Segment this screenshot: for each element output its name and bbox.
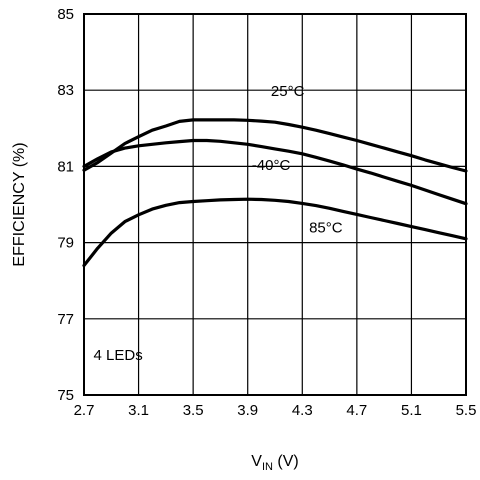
grid-lines	[83, 13, 467, 396]
y-tick-label: 85	[57, 6, 74, 23]
x-axis-title-main: V	[251, 453, 262, 470]
x-tick-label: 5.1	[401, 402, 422, 419]
series-label-0: 25°C	[271, 83, 305, 100]
y-tick-label: 77	[57, 311, 74, 328]
x-tick-label: 3.5	[183, 402, 204, 419]
x-tick-label: 4.3	[292, 402, 313, 419]
y-axis-title: EFFICIENCY (%)	[11, 142, 28, 266]
x-axis-title: VIN (V)	[251, 453, 298, 473]
y-tick-label: 81	[57, 158, 74, 175]
series-line-1	[82, 138, 468, 206]
series-line-0	[82, 118, 468, 173]
annotation-led-count: 4 LEDs	[94, 347, 143, 364]
y-tick-label: 79	[57, 235, 74, 252]
plot-frame	[83, 13, 467, 396]
x-tick-label: 4.7	[346, 402, 367, 419]
x-tick-label: 3.9	[237, 402, 258, 419]
y-tick-label: 75	[57, 387, 74, 404]
x-axis-title-unit: (V)	[273, 453, 299, 470]
series-lines	[82, 118, 468, 268]
series-line-2	[82, 197, 468, 268]
x-tick-labels: 2.7 3.1 3.5 3.9 4.3 4.7 5.1 5.5	[74, 402, 477, 419]
series-label-2: 85°C	[309, 219, 343, 236]
y-tick-label: 83	[57, 82, 74, 99]
x-tick-label: 2.7	[74, 402, 95, 419]
x-axis-title-subscript: IN	[262, 461, 273, 473]
series-label-1: -40°C	[252, 157, 291, 174]
y-tick-labels: 75 77 79 81 83 85	[57, 6, 74, 404]
x-tick-label: 5.5	[456, 402, 477, 419]
x-tick-label: 3.1	[128, 402, 149, 419]
series-labels: 25°C -40°C 85°C	[252, 83, 343, 236]
